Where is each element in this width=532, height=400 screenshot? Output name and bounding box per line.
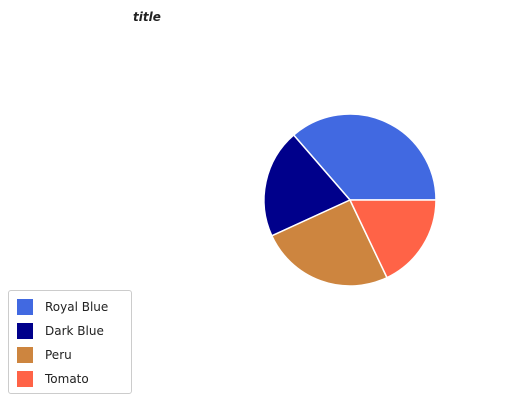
legend: Royal Blue Dark Blue Peru Tomato (8, 290, 132, 394)
legend-item-tomato: Tomato (17, 367, 131, 391)
legend-swatch (17, 323, 33, 339)
legend-swatch (17, 371, 33, 387)
legend-swatch (17, 299, 33, 315)
legend-label: Dark Blue (45, 324, 104, 338)
legend-swatch (17, 347, 33, 363)
pie-slice-dark-blue (263, 133, 352, 237)
legend-item-peru: Peru (17, 343, 131, 367)
legend-label: Tomato (45, 372, 89, 386)
legend-label: Peru (45, 348, 72, 362)
chart-title: title (133, 10, 161, 24)
legend-item-royal-blue: Royal Blue (17, 295, 131, 319)
legend-item-dark-blue: Dark Blue (17, 319, 131, 343)
pie-slice-royal-blue (292, 113, 437, 201)
pie-slice-tomato (348, 199, 437, 279)
legend-label: Royal Blue (45, 300, 109, 314)
pie-slice-peru (270, 199, 388, 287)
pie-slices (263, 113, 437, 287)
